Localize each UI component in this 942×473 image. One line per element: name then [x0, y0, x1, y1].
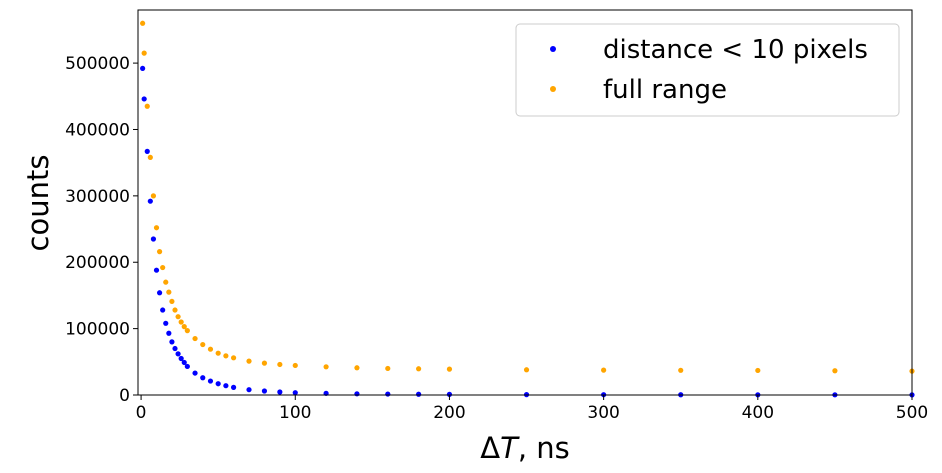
data-point	[147, 198, 153, 204]
data-point	[207, 346, 214, 352]
data-point	[246, 387, 252, 393]
legend-label-distance: distance < 10 pixels	[603, 35, 868, 65]
data-point	[184, 328, 190, 334]
data-point	[832, 368, 838, 374]
y-axis-ticks: 0 100000 200000 300000 400000 500000	[65, 54, 138, 406]
data-point	[277, 361, 283, 368]
data-point	[230, 384, 237, 390]
data-point	[223, 383, 229, 389]
y-tick-label: 300000	[65, 187, 130, 207]
data-point	[601, 367, 607, 373]
data-point	[144, 103, 150, 109]
y-tick-label: 100000	[65, 320, 130, 340]
data-point	[163, 279, 169, 285]
data-point	[292, 390, 298, 396]
legend-label-full-range: full range	[603, 75, 727, 105]
data-point	[169, 298, 175, 305]
x-tick-label: 0	[136, 403, 147, 423]
data-point	[150, 193, 157, 199]
data-point	[156, 290, 163, 296]
y-tick-label: 0	[119, 386, 130, 406]
data-point	[175, 351, 181, 357]
data-point	[323, 364, 329, 370]
data-point	[192, 335, 198, 342]
data-point	[150, 236, 157, 242]
data-point	[354, 391, 360, 397]
x-axis-label: ΔT, ns	[480, 431, 570, 465]
y-axis-label: counts	[21, 155, 55, 252]
x-tick-label: 500	[896, 403, 928, 423]
data-point	[184, 363, 190, 370]
data-point	[153, 267, 160, 273]
data-point	[160, 307, 166, 313]
data-point	[200, 341, 206, 348]
data-point	[215, 381, 221, 387]
data-point	[416, 366, 422, 372]
data-point	[385, 391, 391, 397]
data-point	[678, 367, 684, 373]
x-axis-ticks: 0 100 200 300 400 500	[136, 395, 928, 423]
data-point	[141, 50, 147, 56]
data-point	[385, 365, 391, 372]
data-point	[166, 330, 172, 336]
data-point	[261, 360, 268, 366]
legend: distance < 10 pixels full range	[515, 23, 900, 117]
y-tick-label: 500000	[65, 54, 130, 74]
data-point	[166, 289, 172, 295]
data-point	[144, 148, 150, 154]
data-point	[230, 355, 237, 361]
data-point	[181, 324, 187, 330]
data-point	[141, 96, 147, 102]
plot-frame	[137, 9, 913, 396]
data-point	[446, 391, 453, 397]
data-point	[160, 264, 166, 271]
data-point	[172, 345, 178, 352]
data-point	[178, 355, 184, 362]
legend-frame	[515, 23, 900, 117]
y-tick-label: 400000	[65, 120, 130, 140]
data-point	[178, 319, 184, 325]
x-tick-label: 400	[742, 403, 774, 423]
data-point	[246, 358, 252, 364]
x-tick-label: 300	[587, 403, 619, 423]
x-tick-label: 100	[279, 403, 311, 423]
data-point	[169, 339, 175, 345]
data-point	[175, 314, 181, 320]
data-point	[147, 154, 153, 160]
data-point	[755, 367, 761, 374]
legend-marker-distance	[550, 46, 556, 52]
data-point	[192, 370, 198, 376]
data-point	[215, 350, 221, 356]
data-point	[416, 391, 422, 397]
x-tick-label: 200	[433, 403, 465, 423]
series-full-range	[140, 20, 915, 374]
data-point	[523, 367, 530, 373]
data-point	[207, 378, 214, 384]
data-point	[261, 388, 268, 394]
data-point	[446, 366, 453, 372]
y-tick-label: 200000	[65, 253, 130, 273]
legend-marker-full-range	[550, 86, 556, 92]
data-point	[140, 20, 146, 26]
data-point	[223, 353, 229, 359]
data-point	[277, 389, 283, 395]
data-point	[140, 65, 146, 72]
data-point	[153, 225, 160, 231]
data-point	[172, 307, 178, 313]
data-point	[163, 320, 169, 326]
data-point	[181, 359, 187, 366]
data-point	[354, 365, 360, 371]
data-point	[156, 249, 163, 255]
data-point	[292, 362, 298, 369]
data-point	[200, 375, 206, 381]
